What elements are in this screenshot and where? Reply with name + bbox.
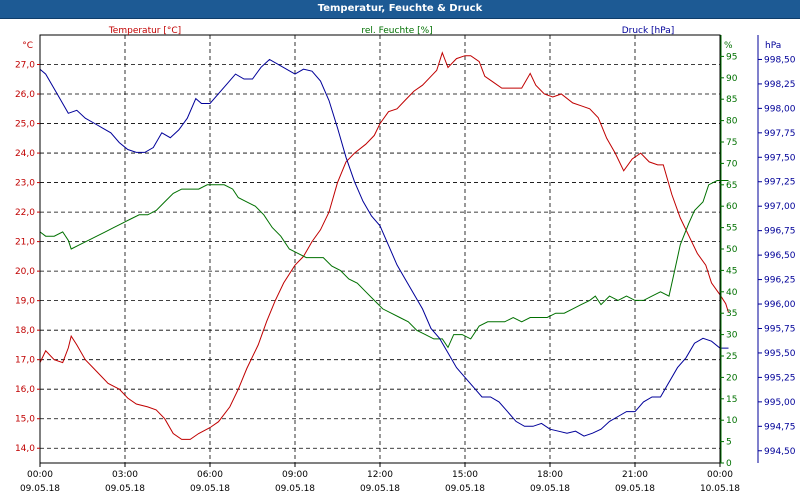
temperature-tick-label: 15,0: [15, 415, 35, 425]
humidity-tick-label: 45: [726, 266, 737, 276]
pressure-tick-label: 995,00: [764, 398, 796, 408]
legend-humidity: rel. Feuchte [%]: [361, 26, 432, 36]
humidity-tick-label: 75: [726, 138, 737, 148]
time-tick-label: 03:00: [112, 470, 138, 480]
date-tick-label: 09.05.18: [360, 484, 400, 494]
series-line-humidity: [39, 180, 729, 349]
grid-lines: [40, 35, 720, 463]
temperature-axis-header: °C: [22, 41, 33, 51]
temperature-tick-label: 16,0: [15, 385, 35, 395]
legend-pressure: Druck [hPa]: [622, 26, 675, 36]
temperature-tick-label: 23,0: [15, 179, 35, 189]
time-tick-label: 21:00: [622, 470, 648, 480]
date-tick-label: 09.05.18: [275, 484, 315, 494]
series-layer: [39, 51, 729, 440]
time-tick-label: 09:00: [282, 470, 308, 480]
humidity-tick-label: 60: [726, 202, 738, 212]
pressure-tick-label: 997,25: [764, 178, 796, 188]
time-tick-label: 12:00: [367, 470, 393, 480]
temperature-tick-label: 20,0: [15, 267, 35, 277]
humidity-axis-header: %: [724, 41, 733, 51]
chart-title: Temperatur, Feuchte & Druck: [317, 3, 483, 14]
pressure-axis: 994,50 994,75 995,00 995,25 995,50 995,75 996,…: [757, 35, 796, 463]
time-tick-label: 15:00: [452, 470, 478, 480]
time-tick-label: 00:00: [707, 470, 733, 480]
humidity-tick-label: 15: [726, 395, 737, 405]
humidity-tick-label: 35: [726, 309, 737, 319]
temperature-tick-label: 17,0: [15, 356, 35, 366]
date-tick-label: 10.05.18: [700, 484, 740, 494]
humidity-tick-label: 70: [726, 159, 738, 169]
pressure-tick-label: 998,50: [764, 55, 796, 65]
time-axis: 00:00 09.05.18 03:00 09.05.18 06:00 09.05.18 0…: [20, 463, 740, 494]
humidity-tick-label: 20: [726, 373, 738, 383]
pressure-tick-label: 995,25: [764, 373, 796, 383]
humidity-tick-label: 50: [726, 245, 738, 255]
humidity-tick-label: 65: [726, 181, 737, 191]
pressure-tick-label: 997,75: [764, 129, 796, 139]
humidity-tick-label: 80: [726, 117, 738, 127]
humidity-tick-label: 25: [726, 352, 737, 362]
pressure-tick-label: 997,50: [764, 153, 796, 163]
date-tick-label: 09.05.18: [105, 484, 145, 494]
humidity-tick-label: 40: [726, 288, 738, 298]
pressure-tick-label: 996,50: [764, 251, 796, 261]
pressure-tick-label: 994,75: [764, 422, 796, 432]
humidity-tick-label: 10: [726, 416, 738, 426]
humidity-tick-label: 55: [726, 224, 737, 234]
time-tick-label: 00:00: [27, 470, 53, 480]
window-title-bar: [0, 0, 800, 19]
humidity-tick-label: 0: [726, 459, 732, 469]
temperature-tick-label: 14,0: [15, 444, 35, 454]
humidity-tick-label: 95: [726, 52, 737, 62]
legend-temperature: Temperatur [°C]: [108, 26, 181, 36]
series-line-temperature: [39, 51, 729, 440]
temperature-tick-label: 22,0: [15, 208, 35, 218]
temperature-tick-label: 24,0: [15, 149, 35, 159]
humidity-axis: 0 5 10 15 20 25 30 35 40 45 50 55 60 65 70 75 80 85 90 95: [720, 35, 738, 469]
pressure-tick-label: 994,50: [764, 447, 796, 457]
date-tick-label: 09.05.18: [445, 484, 485, 494]
pressure-tick-label: 995,50: [764, 349, 796, 359]
temperature-tick-label: 25,0: [15, 120, 35, 130]
time-tick-label: 18:00: [537, 470, 563, 480]
temperature-tick-label: 18,0: [15, 326, 35, 336]
date-tick-label: 09.05.18: [190, 484, 230, 494]
pressure-tick-label: 997,00: [764, 202, 796, 212]
humidity-tick-label: 30: [726, 331, 738, 341]
date-tick-label: 09.05.18: [615, 484, 655, 494]
pressure-tick-label: 998,00: [764, 104, 796, 114]
pressure-tick-label: 996,75: [764, 227, 796, 237]
humidity-tick-label: 85: [726, 95, 737, 105]
date-tick-label: 09.05.18: [530, 484, 570, 494]
pressure-tick-label: 995,75: [764, 324, 796, 334]
temperature-tick-label: 21,0: [15, 238, 35, 248]
humidity-tick-label: 90: [726, 74, 738, 84]
time-tick-label: 06:00: [197, 470, 223, 480]
pressure-tick-label: 996,00: [764, 300, 796, 310]
pressure-tick-label: 998,25: [764, 80, 796, 90]
pressure-tick-label: 996,25: [764, 276, 796, 286]
humidity-tick-label: 5: [726, 438, 732, 448]
temperature-tick-label: 27,0: [15, 61, 35, 71]
pressure-axis-header: hPa: [765, 41, 781, 51]
temperature-axis: 14,0 15,0 16,0 17,0 18,0 19,0 20,0 21,0 22,0 23,0…: [15, 61, 40, 454]
temperature-tick-label: 19,0: [15, 297, 35, 307]
date-tick-label: 09.05.18: [20, 484, 60, 494]
series-line-pressure: [39, 58, 729, 437]
temperature-tick-label: 26,0: [15, 90, 35, 100]
